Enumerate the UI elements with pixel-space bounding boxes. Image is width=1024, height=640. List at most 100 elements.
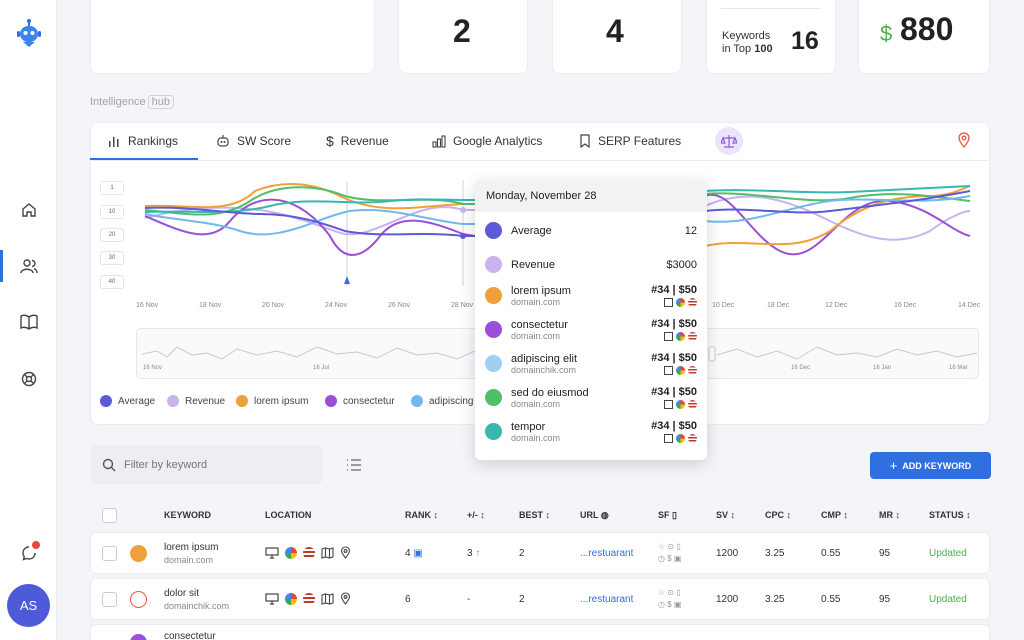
- x-tick: 20 Nov: [262, 302, 285, 309]
- tab-revenue[interactable]: $ Revenue: [326, 122, 389, 160]
- desktop-icon: [664, 400, 673, 409]
- tooltip-row-keyword: consectetur domain.com #34 | $50: [485, 318, 697, 341]
- filter-input[interactable]: [124, 458, 304, 471]
- legend-lorem-ipsum[interactable]: lorem ipsum: [236, 395, 308, 407]
- list-view-icon[interactable]: [346, 458, 362, 476]
- analytics-icon: [432, 134, 446, 148]
- users-icon[interactable]: [0, 251, 57, 281]
- add-keyword-button[interactable]: + ADD KEYWORD: [870, 452, 991, 479]
- tab-google-analytics[interactable]: Google Analytics: [432, 122, 542, 160]
- avatar[interactable]: AS: [7, 584, 50, 627]
- table-row[interactable]: [90, 578, 990, 620]
- col-keyword[interactable]: KEYWORD: [164, 510, 211, 520]
- chat-bell-icon[interactable]: [0, 538, 57, 568]
- filter-box[interactable]: [90, 445, 323, 484]
- scales-icon[interactable]: [715, 127, 743, 155]
- select-all-checkbox[interactable]: [102, 508, 117, 523]
- x-tick: 26 Nov: [388, 302, 411, 309]
- col-location[interactable]: LOCATION: [265, 510, 312, 520]
- col-mr[interactable]: MR ↕: [879, 510, 901, 520]
- serp-features-cell: ☆ ⊙ ▯ ◷ $ ▣: [658, 588, 682, 609]
- hover-point: [460, 233, 466, 239]
- stat-card-top100: Keywords in Top 100 16: [706, 0, 836, 74]
- tab-serp-features[interactable]: SERP Features: [579, 122, 681, 160]
- desktop-icon: [265, 592, 279, 605]
- google-icon: [676, 366, 685, 375]
- chart-tooltip: Monday, November 28 Average 12 Revenue $…: [475, 180, 707, 460]
- map-icon: [321, 546, 334, 559]
- divider: [721, 8, 821, 9]
- change-cell: 3 ↑: [467, 548, 481, 559]
- range-handle[interactable]: [708, 346, 716, 362]
- tab-rankings[interactable]: Rankings: [108, 122, 178, 160]
- book-icon[interactable]: [0, 307, 57, 337]
- y-tick: 1: [100, 181, 124, 195]
- col-sv[interactable]: SV ↕: [716, 510, 736, 520]
- bookmark-icon: [580, 134, 590, 148]
- url-link[interactable]: ...restuarant: [580, 594, 634, 605]
- row-checkbox[interactable]: [102, 592, 117, 607]
- tooltip-date: Monday, November 28: [475, 180, 707, 212]
- x-tick: 10 Dec: [712, 302, 735, 309]
- location-pin-icon[interactable]: [957, 132, 971, 153]
- col-best[interactable]: BEST ↕: [519, 510, 551, 520]
- notification-dot: [32, 541, 40, 549]
- table-row[interactable]: [90, 624, 990, 640]
- row-color-dot: [130, 545, 147, 562]
- url-link[interactable]: ...restuarant: [580, 548, 634, 559]
- stat-value-1: 2: [453, 13, 471, 49]
- col-url[interactable]: URL ◍: [580, 510, 609, 520]
- cpc-cell: 3.25: [765, 594, 785, 605]
- x-tick: 18 Nov: [199, 302, 222, 309]
- row-color-dot: [130, 634, 147, 640]
- cmp-cell: 0.55: [821, 594, 841, 605]
- series-line-tempor: [144, 185, 971, 213]
- legend-adipiscing[interactable]: adipiscing: [411, 395, 473, 407]
- robot-logo-icon[interactable]: [0, 18, 57, 48]
- stat-value-2: 4: [606, 13, 624, 49]
- active-indicator: [0, 250, 3, 282]
- tab-sw-score[interactable]: SW Score: [216, 122, 291, 160]
- keyword-cell: lorem ipsum domain.com: [164, 542, 219, 565]
- legend-revenue[interactable]: Revenue: [167, 395, 225, 407]
- tooltip-row-average: Average 12: [485, 222, 697, 239]
- bar-chart-icon: [109, 137, 119, 147]
- navigator-sparkline: [141, 346, 978, 362]
- status-badge: Updated: [929, 594, 967, 605]
- tooltip-row-keyword: tempor domain.com #34 | $50: [485, 420, 697, 443]
- y-tick: 40: [100, 275, 124, 289]
- sv-cell: 1200: [716, 594, 739, 605]
- legend-consectetur[interactable]: consectetur: [325, 395, 395, 407]
- desktop-icon: [664, 332, 673, 341]
- tab-active-underline: [90, 158, 198, 160]
- best-cell: 2: [519, 594, 525, 605]
- col-sf[interactable]: SF ▯: [658, 510, 677, 520]
- col-rank[interactable]: RANK ↕: [405, 510, 439, 520]
- col-status[interactable]: STATUS ↕: [929, 510, 971, 520]
- home-icon[interactable]: [0, 195, 57, 225]
- tooltip-row-revenue: Revenue $3000: [485, 256, 697, 273]
- legend-average[interactable]: Average: [100, 395, 155, 407]
- us-flag-icon: [303, 592, 315, 605]
- row-checkbox[interactable]: [102, 546, 117, 561]
- col-change[interactable]: +/- ↕: [467, 510, 485, 520]
- hub-title: Intelligence hub: [90, 95, 175, 109]
- desktop-icon: [664, 298, 673, 307]
- y-tick: 20: [100, 228, 124, 242]
- desktop-icon: [265, 546, 279, 559]
- revenue-value: 880: [900, 11, 954, 47]
- top100-value: 16: [791, 27, 819, 55]
- col-cpc[interactable]: CPC ↕: [765, 510, 792, 520]
- series-line-adipiscing: [144, 195, 971, 236]
- best-cell: 2: [519, 548, 525, 559]
- col-cmp[interactable]: CMP ↕: [821, 510, 848, 520]
- tooltip-row-keyword: adipiscing elit domainchik.com #34 | $50: [485, 352, 697, 375]
- google-icon: [285, 546, 297, 559]
- nav-tick: 16 Dec: [791, 365, 811, 371]
- bookmark-icon: ▯: [672, 510, 677, 520]
- support-icon[interactable]: [0, 364, 57, 394]
- tab-label: Rankings: [128, 134, 179, 148]
- us-flag-icon: [688, 434, 697, 443]
- table-row[interactable]: [90, 532, 990, 574]
- pin-icon: [340, 592, 351, 605]
